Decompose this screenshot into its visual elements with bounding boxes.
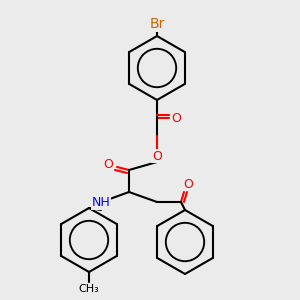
Text: O: O (183, 178, 193, 190)
Text: O: O (171, 112, 181, 124)
Text: CH₃: CH₃ (79, 284, 99, 294)
Text: O: O (152, 149, 162, 163)
Text: O: O (103, 158, 113, 172)
Text: NH: NH (92, 196, 110, 209)
Text: Br: Br (149, 17, 165, 31)
